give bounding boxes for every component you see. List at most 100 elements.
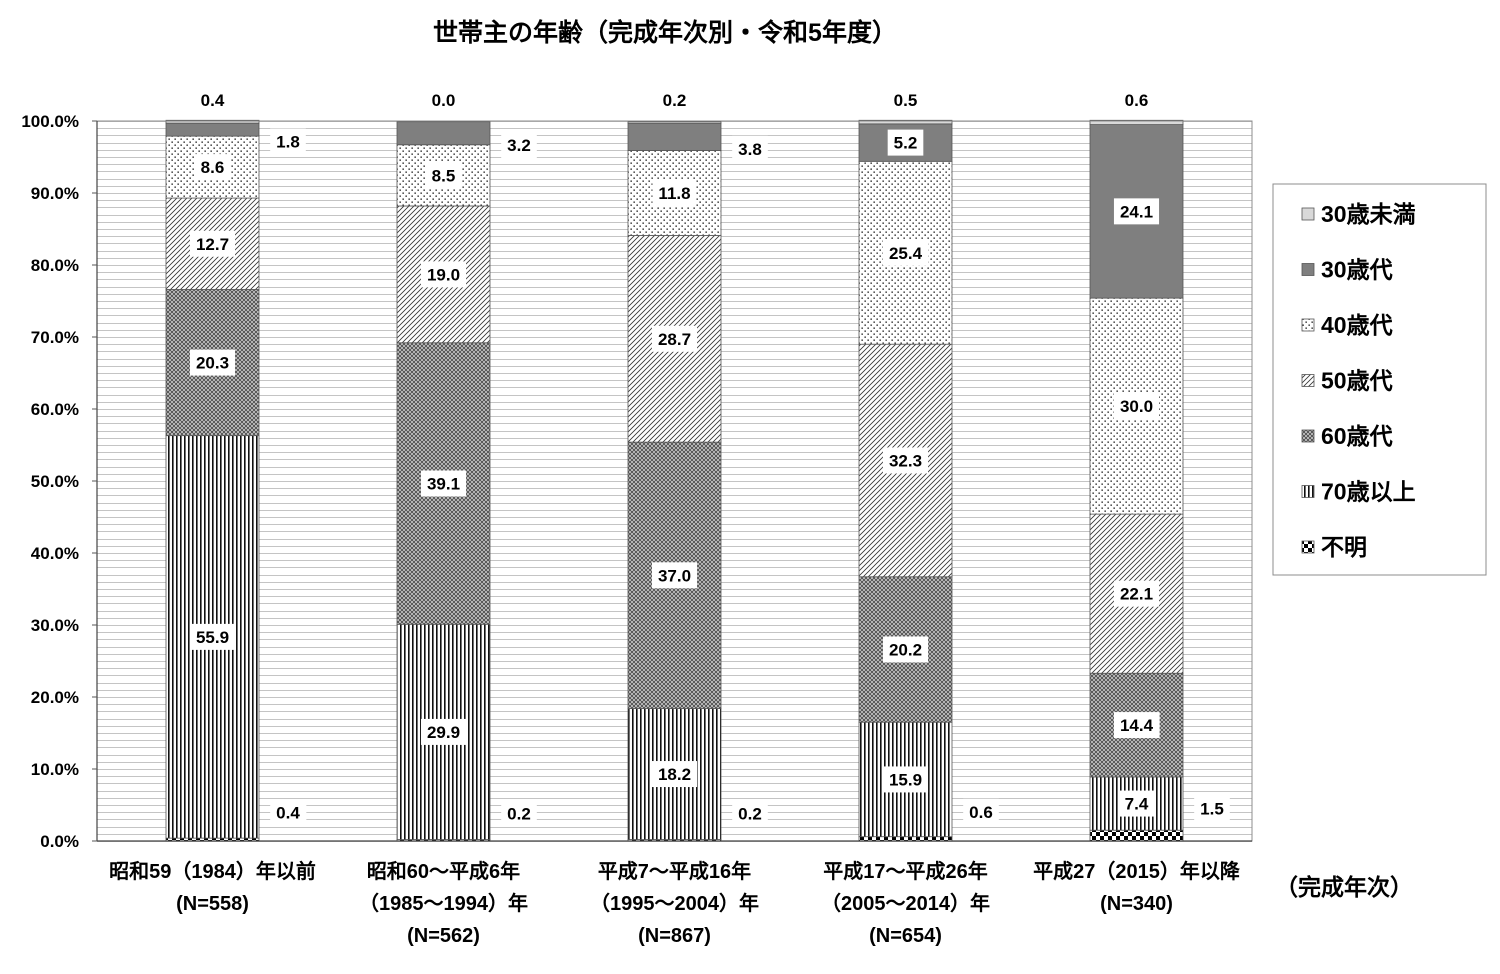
data-label-background xyxy=(194,154,231,181)
x-category-label-line: (N=340) xyxy=(1100,893,1173,915)
legend-item: 40歳代 xyxy=(1301,312,1393,338)
data-label-text: 24.1 xyxy=(1120,202,1153,221)
data-label-background xyxy=(882,447,929,474)
legend-label: 40歳代 xyxy=(1321,312,1393,338)
data-label-text: 20.2 xyxy=(889,640,922,659)
x-category-label: 平成17～平成26年 （2005～2014）年 (N=654) xyxy=(821,859,990,947)
data-label: 7.4 xyxy=(1118,790,1155,817)
bar-segment xyxy=(1089,119,1184,125)
data-label: 14.4 xyxy=(1113,712,1160,739)
data-label-background xyxy=(425,87,462,113)
data-label-background xyxy=(270,128,306,155)
bar-segment xyxy=(627,121,722,124)
x-category-label-line: （1995～2004）年 xyxy=(590,891,759,915)
legend-item: 60歳代 xyxy=(1301,423,1393,449)
legend-label: 70歳以上 xyxy=(1321,479,1416,505)
bar-segment xyxy=(627,122,722,151)
bar-segment xyxy=(396,121,491,146)
data-label: 11.8 xyxy=(652,180,697,206)
data-label-text: 0.6 xyxy=(1125,91,1149,110)
bar-segment xyxy=(165,119,260,124)
data-label: 0.4 xyxy=(270,799,307,826)
data-label-background xyxy=(1113,712,1160,739)
data-label-text: 0.2 xyxy=(507,804,531,823)
data-label-background xyxy=(425,162,462,189)
data-label: 20.3 xyxy=(189,349,236,376)
x-category-label: 昭和59（1984）年以前 (N=558) xyxy=(109,859,316,915)
data-label: 5.2 xyxy=(887,129,924,156)
data-label-text: 14.4 xyxy=(1120,716,1154,735)
data-label: 22.1 xyxy=(1113,580,1160,607)
data-label-background xyxy=(194,87,231,113)
data-label: 55.9 xyxy=(189,623,236,650)
bars xyxy=(165,119,1184,842)
x-category-label-line: 平成27（2015）年以降 xyxy=(1033,859,1241,883)
y-tick-label: 70.0% xyxy=(31,328,79,347)
data-label-text: 30.0 xyxy=(1120,397,1153,416)
data-label: 0.6 xyxy=(1118,87,1155,113)
data-label-text: 0.4 xyxy=(276,804,300,823)
x-category-label-line: （1985～1994）年 xyxy=(359,891,528,915)
data-label: 3.8 xyxy=(732,135,768,162)
legend-swatch xyxy=(1301,318,1315,332)
data-label: 28.7 xyxy=(651,325,698,352)
legend-swatch xyxy=(1301,429,1315,443)
data-label-text: 12.7 xyxy=(196,235,229,254)
data-label-background xyxy=(420,261,467,288)
y-axis: 0.0% 10.0% 20.0% 30.0% 40.0% 50.0% 60.0% 70.0% 8… xyxy=(21,112,97,851)
x-axis: 昭和59（1984）年以前 (N=558) 昭和60～平成6年 （1985～1994）… xyxy=(109,859,1241,947)
data-label-text: 22.1 xyxy=(1120,585,1153,604)
data-label-background xyxy=(732,800,768,827)
data-label: 1.8 xyxy=(270,128,306,155)
legend-label: 不明 xyxy=(1321,534,1367,560)
legend-item: 30歳未満 xyxy=(1301,201,1416,227)
legend-item: 70歳以上 xyxy=(1301,479,1416,505)
y-tick-label: 80.0% xyxy=(31,256,79,275)
data-label-text: 0.5 xyxy=(894,91,918,110)
data-label-text: 0.0 xyxy=(432,91,456,110)
data-label-background xyxy=(420,718,467,745)
data-label-text: 0.2 xyxy=(738,804,762,823)
legend-swatch xyxy=(1301,540,1315,554)
data-label: 0.4 xyxy=(194,87,231,113)
x-category-label-line: 平成7～平成16年 xyxy=(598,859,751,883)
data-label-text: 32.3 xyxy=(889,451,922,470)
bar-segment xyxy=(1089,829,1184,842)
y-tick-label: 20.0% xyxy=(31,688,79,707)
data-label-text: 55.9 xyxy=(196,628,229,647)
data-label: 0.2 xyxy=(732,800,768,827)
data-label-text: 8.6 xyxy=(201,158,225,177)
data-label: 37.0 xyxy=(651,562,698,589)
bar-segment xyxy=(165,122,260,137)
data-label-background xyxy=(882,239,929,266)
chart-title: 世帯主の年齢（完成年次別・令和5年度） xyxy=(433,18,897,47)
x-category-label-line: 昭和59（1984）年以前 xyxy=(109,859,316,883)
data-label-background xyxy=(1194,795,1230,822)
data-label-text: 3.2 xyxy=(507,136,531,155)
data-label: 3.2 xyxy=(501,132,537,159)
data-label: 8.6 xyxy=(194,154,231,181)
data-label-background xyxy=(1118,87,1155,113)
data-label-text: 0.6 xyxy=(969,803,993,822)
data-label: 32.3 xyxy=(882,447,929,474)
legend-swatch xyxy=(1301,485,1315,498)
data-label-background xyxy=(270,799,307,826)
x-category-label-line: 平成17～平成26年 xyxy=(823,859,988,883)
x-category-label-line: 昭和60～平成6年 xyxy=(367,859,520,883)
x-category-label: 昭和60～平成6年 （1985～1994）年 (N=562) xyxy=(359,859,528,947)
data-label: 19.0 xyxy=(420,261,467,288)
y-tick-label: 50.0% xyxy=(31,472,79,491)
bar-segment xyxy=(858,721,953,838)
y-tick-label: 0.0% xyxy=(40,832,79,851)
x-category-label-line: (N=867) xyxy=(638,925,711,947)
data-label: 25.4 xyxy=(882,239,929,266)
data-label-background xyxy=(656,87,693,113)
data-label: 0.5 xyxy=(887,87,924,113)
data-label-text: 1.5 xyxy=(1200,800,1224,819)
data-label-background xyxy=(651,761,698,788)
data-label-background xyxy=(652,180,697,206)
data-label: 29.9 xyxy=(420,718,467,745)
data-label-text: 15.9 xyxy=(889,770,922,789)
